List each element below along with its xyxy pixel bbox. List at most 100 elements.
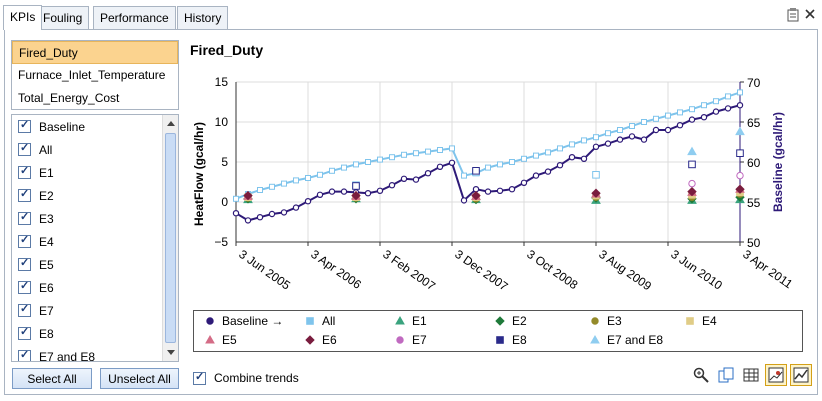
checkbox[interactable] (18, 210, 31, 225)
tab-kpis-label: KPIs (10, 10, 36, 24)
check-item-all[interactable]: All (12, 138, 178, 161)
scroll-up-icon[interactable] (166, 119, 176, 127)
legend-marker (396, 336, 404, 344)
check-item-e7[interactable]: E7 (12, 299, 178, 322)
legend-marker (495, 316, 505, 326)
checkbox[interactable] (18, 279, 31, 294)
scroll-thumb[interactable] (165, 133, 176, 343)
scroll-down-icon[interactable] (166, 349, 176, 357)
combine-trends-option[interactable]: Combine trends (193, 370, 299, 385)
check-item-e8[interactable]: E8 (12, 322, 178, 345)
scatter-view-icon[interactable] (765, 364, 787, 386)
legend-marker (306, 317, 314, 325)
tab-bar: KPIs Fouling Performance History (0, 0, 822, 30)
kpi-item-furnace-inlet-temperature[interactable]: Furnace_Inlet_Temperature (18, 68, 166, 82)
legend-label: E8 (512, 333, 527, 347)
combine-trends-label: Combine trends (214, 371, 299, 385)
legend-item-all: All (304, 314, 335, 328)
clipboard-icon[interactable] (786, 8, 800, 25)
checkbox[interactable] (18, 164, 31, 179)
legend-item-e1: E1 (394, 314, 427, 328)
table-icon[interactable] (740, 364, 762, 386)
legend-label: Baseline → (222, 314, 284, 328)
check-item-baseline[interactable]: Baseline (12, 115, 178, 138)
circle-marker-icon (206, 317, 214, 325)
copy-icon[interactable] (715, 364, 737, 386)
legend-marker (395, 315, 405, 325)
legend-marker (686, 317, 694, 325)
square-marker-icon (496, 336, 504, 344)
checkbox[interactable] (18, 325, 31, 340)
check-label: All (39, 142, 53, 157)
diamond-marker-icon (305, 335, 315, 345)
checkbox[interactable] (18, 187, 31, 202)
select-all-button[interactable]: Select All (12, 368, 92, 389)
kpi-list: Fired_Duty Furnace_Inlet_Temperature Tot… (11, 40, 179, 110)
check-label: E5 (39, 257, 54, 272)
chart-toolbar (690, 364, 812, 386)
check-label: E4 (39, 234, 54, 249)
check-label: E1 (39, 165, 54, 180)
legend-item-e4: E4 (684, 314, 717, 328)
line-view-icon[interactable] (790, 364, 812, 386)
legend-marker (590, 334, 600, 344)
tab-performance-label: Performance (100, 11, 169, 25)
legend-marker (205, 334, 215, 344)
triangle-marker-icon (205, 334, 215, 344)
tab-fouling-label: Fouling (43, 11, 83, 25)
check-item-e3[interactable]: E3 (12, 207, 178, 230)
check-label: E7 (39, 303, 54, 318)
checkbox[interactable] (193, 370, 206, 385)
triangle-marker-icon (590, 334, 600, 344)
legend-item-e3: E3 (589, 314, 622, 328)
close-icon[interactable] (804, 8, 816, 25)
legend-item-e2: E2 (494, 314, 527, 328)
checkbox[interactable] (18, 141, 31, 156)
checkbox[interactable] (18, 256, 31, 271)
legend-label: E3 (607, 314, 622, 328)
check-item-e5[interactable]: E5 (12, 253, 178, 276)
check-label: Baseline (39, 119, 86, 134)
check-item-e1[interactable]: E1 (12, 161, 178, 184)
check-label: E3 (39, 211, 54, 226)
tab-kpis[interactable]: KPIs (3, 5, 43, 30)
check-item-e4[interactable]: E4 (12, 230, 178, 253)
legend-item-e8: E8 (494, 333, 527, 347)
diamond-marker-icon (495, 316, 505, 326)
legend-item-e5: E5 (204, 333, 237, 347)
kpi-item-total-energy-cost[interactable]: Total_Energy_Cost (18, 91, 120, 105)
check-label: E8 (39, 326, 54, 341)
unselect-all-button[interactable]: Unselect All (100, 368, 179, 389)
square-marker-icon (686, 317, 694, 325)
check-label: E7 and E8 (39, 349, 96, 362)
checkbox[interactable] (18, 233, 31, 248)
kpi-item-fired-duty[interactable]: Fired_Duty (12, 41, 178, 64)
checkbox[interactable] (18, 302, 31, 317)
tab-history[interactable]: History (177, 6, 229, 30)
triangle-marker-icon (395, 315, 405, 325)
legend-item-e6: E6 (304, 333, 337, 347)
check-item-e2[interactable]: E2 (12, 184, 178, 207)
circle-marker-icon (591, 317, 599, 325)
legend-marker (206, 317, 214, 325)
tab-history-label: History (184, 11, 222, 25)
checkbox[interactable] (18, 118, 31, 133)
zoom-icon[interactable] (690, 364, 712, 386)
legend-label: E4 (702, 314, 717, 328)
checklist-scrollbar[interactable] (162, 115, 178, 361)
chart-title: Fired_Duty (190, 42, 264, 58)
checkbox[interactable] (18, 348, 31, 361)
check-label: E6 (39, 280, 54, 295)
legend-marker (305, 335, 315, 345)
chart-legend: Baseline → All E1 E2 E3 E4 E5 E6 E7 E8 E7 and E8 (193, 310, 803, 352)
check-item-e7-and-e8[interactable]: E7 and E8 (12, 345, 178, 362)
tab-fouling[interactable]: Fouling (36, 6, 90, 30)
check-label: E2 (39, 188, 54, 203)
legend-item-e7-and-e8: E7 and E8 (589, 333, 663, 347)
tab-performance[interactable]: Performance (93, 6, 176, 30)
circle-marker-icon (396, 336, 404, 344)
legend-label: E7 and E8 (607, 333, 664, 347)
square-marker-icon (306, 317, 314, 325)
legend-label: E6 (322, 333, 337, 347)
check-item-e6[interactable]: E6 (12, 276, 178, 299)
